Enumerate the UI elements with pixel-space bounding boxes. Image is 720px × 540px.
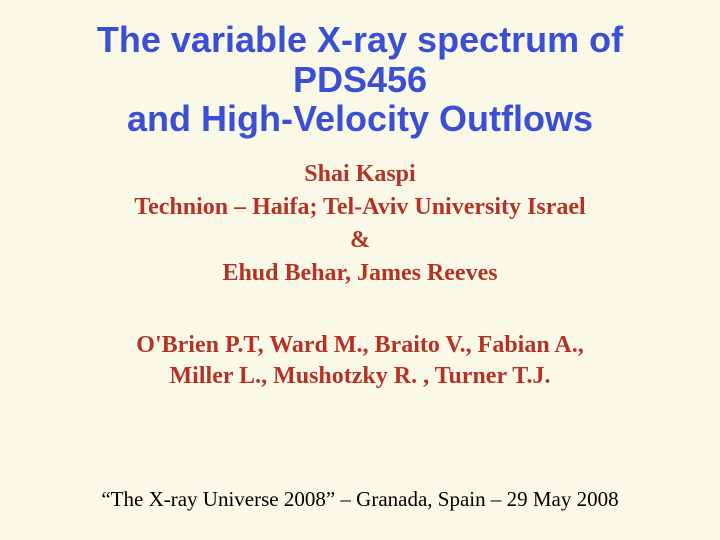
authors-block: Shai Kaspi Technion – Haifa; Tel-Aviv Un… bbox=[30, 159, 690, 292]
collaborators-block: O'Brien P.T, Ward M., Braito V., Fabian … bbox=[30, 330, 690, 392]
collaborators-line1: O'Brien P.T, Ward M., Braito V., Fabian … bbox=[30, 330, 690, 361]
slide-title: The variable X-ray spectrum of PDS456and… bbox=[30, 20, 690, 139]
collaborators-line2: Miller L., Mushotzky R. , Turner T.J. bbox=[30, 361, 690, 392]
author-affiliation: Technion – Haifa; Tel-Aviv University Is… bbox=[30, 192, 690, 223]
venue-line: “The X-ray Universe 2008” – Granada, Spa… bbox=[30, 487, 690, 520]
author-name: Shai Kaspi bbox=[30, 159, 690, 190]
author-separator: & bbox=[30, 225, 690, 256]
coauthors: Ehud Behar, James Reeves bbox=[30, 258, 690, 289]
slide-container: The variable X-ray spectrum of PDS456and… bbox=[0, 0, 720, 540]
